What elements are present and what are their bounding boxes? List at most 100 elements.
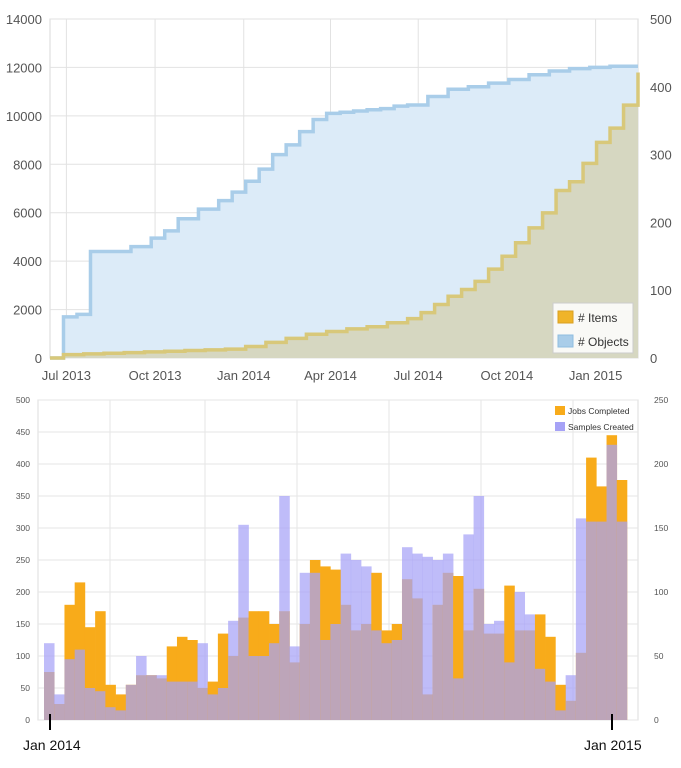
top-left-tick-label: 10000 [6, 109, 42, 124]
top-right-tick-label: 200 [650, 215, 672, 230]
jan-2014-label: Jan 2014 [23, 737, 81, 753]
bottom-legend: Jobs Completed Samples Created [555, 406, 634, 432]
samples-bar [74, 649, 86, 720]
jobs-bar [555, 684, 566, 720]
samples-bar [391, 640, 403, 720]
samples-bar [350, 560, 362, 720]
samples-bar [197, 643, 208, 720]
samples-bar [555, 710, 566, 720]
top-left-tick-label: 0 [35, 351, 42, 366]
jobs-bar [217, 633, 229, 720]
samples-bar [596, 521, 607, 720]
samples-bar [269, 643, 280, 720]
bottom-left-tick-label: 0 [25, 715, 30, 725]
top-right-tick-label: 500 [650, 12, 672, 27]
legend-samples-label: Samples Created [568, 422, 634, 432]
items-area [50, 72, 638, 358]
top-left-tick-label: 14000 [6, 12, 42, 27]
samples-bar [105, 707, 116, 720]
samples-bar [606, 444, 618, 720]
samples-bar [217, 688, 229, 720]
top-left-tick-label: 2000 [13, 303, 42, 318]
samples-bar [361, 566, 372, 720]
bottom-year-markers: Jan 2014 Jan 2015 [23, 714, 642, 753]
samples-bar [473, 496, 485, 720]
bottom-ticks: 0 50 100 150 200 250 300 350 400 450 500 0 50 100 150 2… [16, 395, 669, 725]
jobs-bar [95, 611, 106, 720]
bottom-left-tick-label: 500 [16, 395, 30, 405]
samples-bar [442, 553, 454, 720]
top-left-tick-label: 12000 [6, 60, 42, 75]
bottom-right-tick-label: 50 [654, 651, 664, 661]
samples-bar [545, 681, 556, 720]
bottom-right-tick-label: 150 [654, 523, 668, 533]
jobs-bar [105, 684, 116, 720]
samples-bar [166, 681, 178, 720]
samples-bar [483, 624, 495, 720]
samples-bar [228, 620, 239, 720]
samples-bar [494, 620, 505, 720]
samples-bar [432, 560, 444, 720]
samples-bar [299, 572, 311, 720]
samples-bar [54, 694, 65, 720]
samples-bar [422, 556, 433, 720]
samples-bar [565, 675, 577, 720]
bottom-right-tick-label: 0 [654, 715, 659, 725]
bottom-bars [44, 435, 628, 720]
legend-jobs-swatch [555, 406, 565, 415]
top-x-tick-label: Jan 2014 [217, 368, 271, 383]
samples-bar [279, 496, 290, 720]
bottom-left-tick-label: 450 [16, 427, 30, 437]
samples-bar [115, 710, 127, 720]
samples-bar [44, 643, 55, 720]
jobs-bar [453, 576, 464, 720]
samples-bar [586, 521, 597, 720]
bottom-left-tick-label: 50 [21, 683, 31, 693]
samples-bar [514, 592, 526, 720]
samples-bar [95, 691, 106, 720]
samples-bar [616, 521, 628, 720]
legend-items-swatch [557, 310, 574, 324]
top-areas [50, 64, 640, 360]
overlapping-bar-chart: 0 50 100 150 200 250 300 350 400 450 500 0 50 100 150 2… [16, 395, 669, 753]
legend-objects-swatch [557, 334, 574, 348]
bottom-left-tick-label: 350 [16, 491, 30, 501]
samples-bar [309, 572, 321, 720]
samples-bar [64, 659, 75, 720]
jan-2015-label: Jan 2015 [584, 737, 642, 753]
samples-bar [248, 656, 260, 720]
samples-bar [371, 630, 382, 720]
jobs-bar [545, 636, 556, 720]
samples-bar [381, 643, 393, 720]
samples-bar [463, 534, 474, 720]
top-legend: # Items # Objects [552, 302, 634, 354]
jobs-bar [84, 627, 96, 720]
samples-bar [136, 656, 147, 720]
samples-bar [156, 675, 168, 720]
objects-line [50, 64, 638, 360]
samples-bar [84, 688, 96, 720]
top-x-tick-label: Oct 2013 [129, 368, 182, 383]
samples-bar [238, 524, 249, 720]
bottom-left-tick-label: 100 [16, 651, 30, 661]
top-x-tick-label: Oct 2014 [481, 368, 534, 383]
legend-objects-label: # Objects [578, 335, 629, 349]
bottom-left-tick-label: 300 [16, 523, 30, 533]
top-left-tick-label: 4000 [13, 254, 42, 269]
jobs-bar [176, 636, 188, 720]
samples-bar [207, 694, 219, 720]
bottom-left-tick-label: 150 [16, 619, 30, 629]
samples-bar [504, 662, 515, 720]
samples-bar [575, 518, 587, 720]
top-right-tick-label: 100 [650, 283, 672, 298]
top-right-tick-label: 300 [650, 148, 672, 163]
samples-bar [146, 675, 157, 720]
top-left-tick-label: 6000 [13, 206, 42, 221]
bottom-left-tick-label: 200 [16, 587, 30, 597]
items-line [50, 72, 640, 360]
bottom-right-tick-label: 250 [654, 395, 668, 405]
samples-bar [320, 640, 331, 720]
samples-bar [330, 624, 341, 720]
bottom-left-tick-label: 250 [16, 555, 30, 565]
jobs-bar [504, 585, 515, 720]
